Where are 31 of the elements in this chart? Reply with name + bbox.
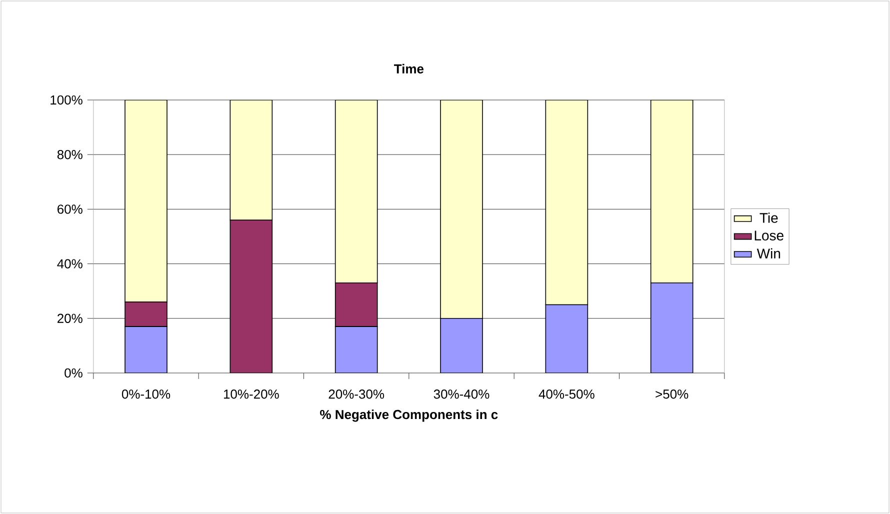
bar [334, 326, 378, 373]
bar [440, 318, 483, 373]
x-tick-label: 30%-40% [434, 390, 490, 399]
legend-label: Win [756, 248, 780, 258]
legend-label: Lose [754, 230, 784, 240]
bar [650, 282, 694, 373]
y-tick-label: 0% [64, 368, 82, 378]
bar [545, 304, 588, 373]
x-tick-label: 10%-20% [224, 390, 279, 399]
legend-label: Tie [760, 212, 778, 223]
x-tick-label: 0%-10% [122, 390, 170, 399]
bar [440, 100, 483, 319]
bar [334, 100, 378, 284]
bar [545, 100, 588, 306]
x-tick-label: 20%-30% [328, 390, 384, 399]
y-tick-label: 20% [58, 314, 82, 323]
x-tick-label: 40%-50% [538, 390, 594, 399]
bar [124, 326, 168, 373]
bar [124, 302, 168, 327]
chart-title: Time [394, 64, 424, 74]
x-axis-title: % Negative Components in c [320, 410, 498, 422]
y-tick-label: 40% [57, 259, 82, 268]
y-tick-label: 100% [50, 95, 82, 105]
y-tick-label: 80% [57, 150, 82, 160]
bar [124, 100, 168, 302]
bar [230, 220, 273, 373]
x-tick-label: >50% [656, 390, 688, 399]
bar [334, 282, 378, 327]
y-tick-label: 60% [58, 204, 82, 214]
bar [230, 100, 273, 221]
bar [650, 100, 694, 284]
